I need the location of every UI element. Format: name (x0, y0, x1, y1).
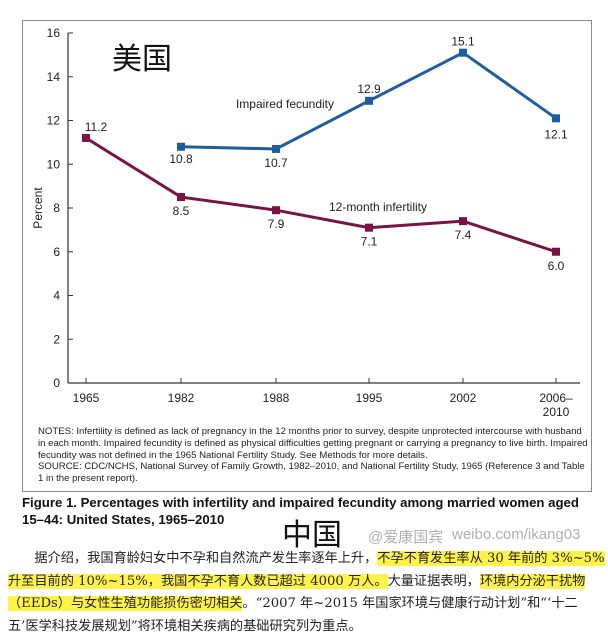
data-point (459, 48, 467, 57)
figure-caption: Figure 1. Percentages with infertility a… (22, 495, 579, 527)
data-label: 11.2 (85, 120, 108, 134)
data-point (365, 96, 373, 105)
data-point (365, 223, 373, 232)
data-label: 12.1 (544, 127, 568, 141)
china-title: 中国 (282, 518, 342, 553)
x-tick-label: 1995 (356, 391, 383, 405)
chart-overlay-title: 美国 (112, 42, 172, 77)
data-point (552, 247, 560, 256)
y-tick-label: 10 (47, 157, 61, 171)
data-point (272, 206, 280, 215)
article-paragraph: 据介绍，我国育龄妇女中不孕和自然流产发生率逐年上升，不孕不育发生率从 30 年前… (8, 548, 608, 638)
data-label: 7.9 (268, 217, 285, 231)
x-tick-label: 1982 (168, 391, 195, 405)
data-point (82, 134, 90, 142)
data-label: 15.1 (451, 35, 475, 49)
data-label: 8.5 (173, 204, 190, 218)
x-tick-label: 2002 (450, 391, 477, 405)
data-point (459, 217, 467, 226)
para-text: 大量证据表明， (387, 573, 480, 589)
y-tick-label: 8 (53, 201, 60, 215)
y-tick-label: 12 (47, 114, 61, 128)
notes-text: NOTES: Infertility is defined as lack of… (38, 426, 588, 461)
data-label: 10.7 (264, 156, 288, 170)
data-point (552, 114, 560, 123)
series-label: 12-month infertility (329, 200, 427, 214)
para-text: 。“2007 年~2015 年国家环境与健康行动计划”和“‘十二五’医学科技发展… (8, 596, 578, 634)
data-label: 6.0 (548, 259, 565, 273)
y-axis-label: Percent (31, 187, 45, 229)
y-tick-label: 16 (47, 26, 61, 40)
watermark-url: weibo.com/ikang03 (452, 526, 581, 543)
data-label: 12.9 (357, 82, 381, 96)
source-text: SOURCE: CDC/NCHS, National Survey of Fam… (38, 461, 585, 485)
x-tick-label: 1988 (263, 391, 290, 405)
data-point (177, 142, 185, 151)
x-tick-label: 2010 (543, 405, 570, 419)
data-label: 7.4 (455, 228, 472, 242)
chart-notes: NOTES: Infertility is defined as lack of… (38, 426, 588, 485)
data-label: 10.8 (169, 152, 193, 166)
y-tick-label: 2 (53, 332, 60, 346)
data-point (177, 193, 185, 202)
y-tick-label: 4 (53, 289, 60, 303)
x-tick-label: 1965 (73, 391, 100, 405)
series-label: Impaired fecundity (236, 97, 334, 111)
x-tick-label: 2006– (539, 391, 573, 405)
line-chart: 0 2 4 6 8 10 12 14 16 1965 1982 1988 1995 2002 2006–20… (31, 26, 580, 419)
data-point (272, 144, 280, 153)
data-label: 7.1 (361, 235, 378, 249)
y-tick-label: 0 (53, 376, 60, 390)
figure-frame (22, 20, 592, 492)
para-text: 据介绍，我国育龄妇女中不孕和自然流产发生率逐年上升， (34, 551, 378, 566)
series-line-1 (85, 136, 557, 254)
y-tick-label: 6 (53, 245, 60, 259)
watermark-handle: @爱康国宾 (368, 529, 444, 546)
y-tick-label: 14 (47, 70, 61, 84)
